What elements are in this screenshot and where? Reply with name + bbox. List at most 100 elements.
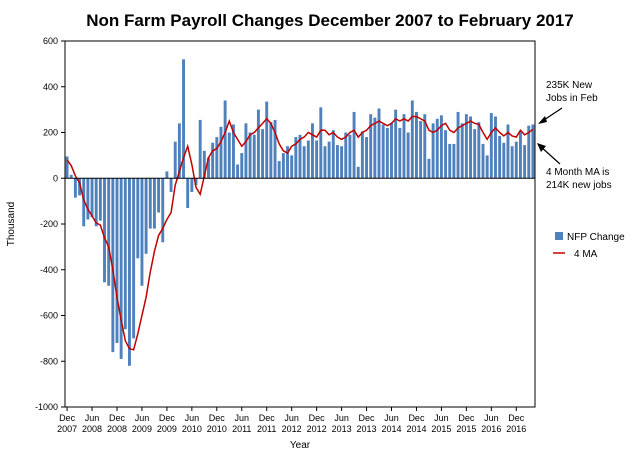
nfp-bar: [514, 141, 518, 179]
nfp-bar: [377, 108, 381, 179]
nfp-bar: [269, 122, 273, 179]
nfp-bar: [211, 142, 215, 179]
nfp-bar: [298, 134, 302, 179]
nfp-bar: [173, 141, 177, 179]
nfp-bar: [177, 123, 181, 179]
nfp-bar: [481, 143, 485, 179]
nfp-bar: [186, 178, 190, 208]
nfp-bar: [477, 122, 481, 179]
annotation-ma-line1: 4 Month MA is: [546, 167, 609, 178]
nfp-bar: [410, 100, 414, 179]
x-axis-ticks: Dec2007Jun2008Dec2008Jun2009Dec2009Jun20…: [57, 407, 526, 434]
nfp-bar: [452, 143, 456, 179]
y-axis-ticks: 600 400 200 0 -200 -400 -600 -800 -1000: [35, 36, 65, 412]
nfp-bar: [381, 124, 385, 179]
nfp-bar: [489, 113, 493, 179]
x-tick-label-month: Jun: [85, 413, 100, 423]
y-tick-label: 600: [43, 36, 58, 46]
nfp-bar: [152, 178, 156, 229]
nfp-bar: [123, 178, 127, 330]
nfp-bar: [494, 116, 497, 179]
nfp-bar: [485, 155, 489, 179]
annotation-new-jobs: 235K New Jobs in Feb: [538, 80, 598, 124]
nfp-bar: [419, 121, 423, 179]
x-tick-label-year: 2008: [82, 424, 102, 434]
nfp-bar: [431, 123, 435, 179]
nfp-bar: [518, 131, 522, 179]
nfp-bar: [232, 124, 235, 179]
x-tick-label-year: 2007: [57, 424, 77, 434]
nfp-bar: [161, 178, 165, 243]
y-tick-label: -1000: [35, 402, 58, 412]
x-tick-label-month: Dec: [59, 413, 76, 423]
nfp-bar: [78, 178, 82, 196]
nfp-bar: [460, 123, 464, 179]
x-tick-label-year: 2010: [182, 424, 202, 434]
nfp-bar: [294, 137, 298, 179]
y-tick-label: -200: [40, 219, 58, 229]
nfp-bar: [90, 178, 94, 218]
nfp-bar: [369, 114, 373, 179]
nfp-bar: [194, 178, 198, 186]
nfp-bar: [252, 134, 256, 179]
x-tick-label-year: 2009: [132, 424, 152, 434]
nfp-bar: [402, 114, 406, 179]
x-tick-label-year: 2016: [506, 424, 526, 434]
plot-frame: [64, 40, 536, 408]
nfp-bar: [256, 109, 260, 179]
x-tick-label-month: Jun: [284, 413, 299, 423]
y-tick-label: -400: [40, 265, 58, 275]
x-tick-label-year: 2012: [307, 424, 327, 434]
nfp-bar: [435, 118, 439, 179]
nfp-bar: [510, 146, 514, 179]
nfp-bar: [406, 132, 410, 179]
y-axis-title: Thousand: [6, 202, 17, 246]
nfp-bar: [227, 132, 231, 179]
annotation-ma-line2: 214K new jobs: [546, 180, 612, 191]
nfp-bar: [306, 140, 310, 179]
x-tick-label-month: Dec: [209, 413, 226, 423]
nfp-bar: [157, 178, 161, 213]
nfp-bar: [248, 132, 252, 179]
nfp-bar: [198, 119, 202, 179]
nfp-bar: [365, 137, 368, 179]
x-tick-label-month: Dec: [408, 413, 425, 423]
x-tick-label-year: 2011: [257, 424, 276, 434]
annotation-new-jobs-line1: 235K New: [546, 80, 593, 91]
nfp-bar: [207, 157, 210, 179]
nfp-bars: [65, 59, 535, 366]
nfp-bar: [136, 178, 140, 259]
nfp-bar: [219, 126, 223, 179]
y-tick-label: -800: [40, 356, 58, 366]
y-tick-label: 400: [43, 82, 58, 92]
nfp-bar: [86, 178, 90, 220]
nfp-bar: [111, 178, 115, 353]
nfp-bar: [385, 127, 389, 179]
nfp-bar: [444, 130, 448, 179]
x-tick-label-month: Dec: [159, 413, 176, 423]
nfp-bar: [277, 161, 281, 179]
nfp-bar: [415, 111, 418, 179]
nfp-bar: [398, 127, 402, 179]
x-tick-label-month: Dec: [109, 413, 126, 423]
nfp-bar: [469, 116, 472, 179]
x-tick-label-year: 2008: [107, 424, 127, 434]
nfp-bar: [73, 178, 77, 198]
nfp-bar: [140, 178, 144, 286]
y-tick-label: 200: [43, 128, 58, 138]
x-tick-label-month: Dec: [508, 413, 525, 423]
nfp-bar: [65, 156, 69, 179]
nfp-bar: [103, 178, 106, 283]
x-tick-label-month: Dec: [259, 413, 276, 423]
nfp-bar: [265, 101, 269, 179]
x-tick-label-year: 2015: [456, 424, 476, 434]
nfp-bar: [286, 146, 289, 179]
nfp-bar: [323, 146, 327, 179]
nfp-bar: [132, 178, 136, 339]
nfp-bar: [340, 146, 344, 179]
nfp-bar: [69, 174, 73, 179]
x-tick-label-month: Jun: [384, 413, 399, 423]
nfp-bar: [165, 171, 169, 179]
